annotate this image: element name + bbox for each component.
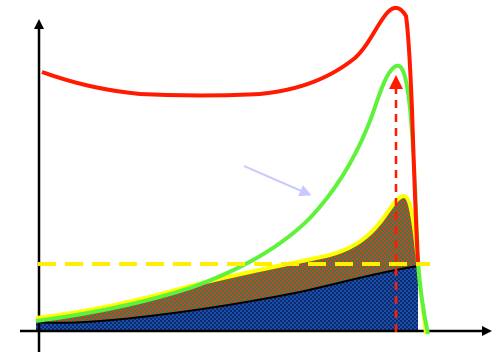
faint-arrow bbox=[243, 165, 312, 197]
blue-checkered-region bbox=[36, 266, 418, 332]
black-curve bbox=[35, 265, 419, 324]
red-curve bbox=[41, 5, 420, 263]
brown-checkered-region bbox=[36, 196, 418, 323]
